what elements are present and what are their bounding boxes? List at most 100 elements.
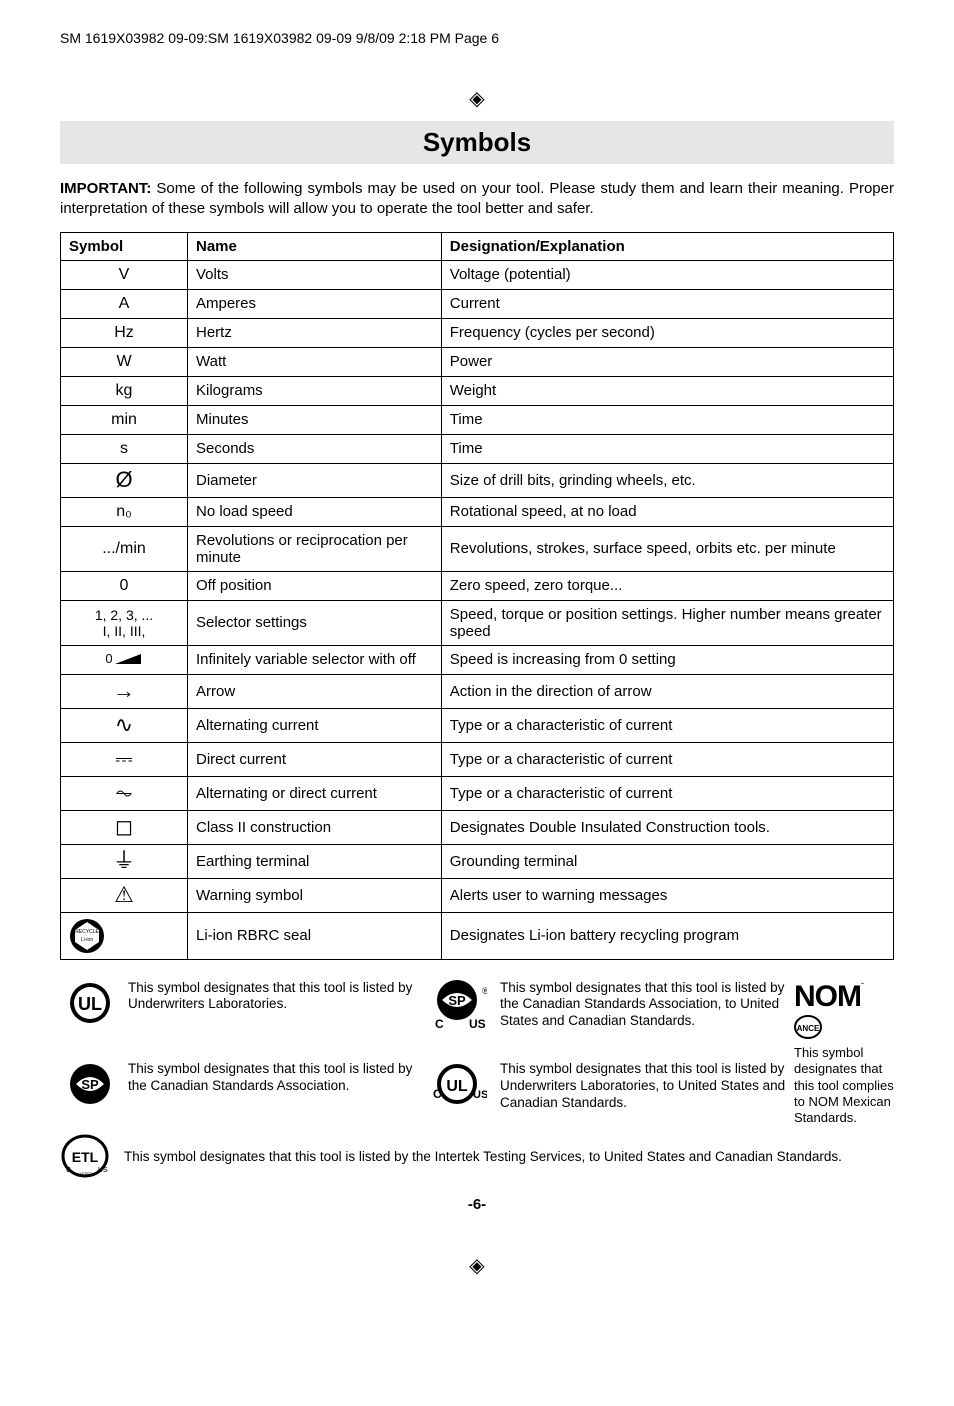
table-row: 0Infinitely variable selector with offSp…	[61, 645, 894, 674]
section-title: Symbols	[423, 127, 531, 157]
svg-text:US: US	[469, 1017, 486, 1030]
name-cell: Arrow	[188, 674, 442, 708]
name-cell: Alternating or direct current	[188, 776, 442, 810]
name-cell: Direct current	[188, 742, 442, 776]
svg-text:UL: UL	[78, 994, 102, 1014]
designation-cell: Weight	[441, 376, 893, 405]
symbol-cell: 0	[61, 571, 188, 600]
svg-text:ANCE: ANCE	[797, 1024, 820, 1033]
nom-text: This symbol designates that this tool co…	[794, 1045, 894, 1126]
svg-text:C: C	[66, 1167, 71, 1174]
designation-cell: Voltage (potential)	[441, 260, 893, 289]
symbol-cell: ◻	[61, 810, 188, 844]
table-row: ⏚Earthing terminalGrounding terminal	[61, 844, 894, 878]
table-row: ⏦Alternating or direct currentType or a …	[61, 776, 894, 810]
nom-logo: NOM	[794, 978, 861, 1016]
crop-mark-bottom: ◈	[60, 1253, 894, 1278]
page-number: -6-	[60, 1196, 894, 1213]
symbol-cell: →	[61, 674, 188, 708]
table-row: ◻Class II constructionDesignates Double …	[61, 810, 894, 844]
name-cell: Off position	[188, 571, 442, 600]
culus-text: This symbol designates that this tool is…	[500, 1059, 786, 1112]
name-cell: Diameter	[188, 463, 442, 497]
designation-cell: Zero speed, zero torque...	[441, 571, 893, 600]
svg-text:Li-ion: Li-ion	[81, 937, 93, 943]
name-cell: Earthing terminal	[188, 844, 442, 878]
section-title-bar: Symbols	[60, 121, 894, 164]
table-row: WWattPower	[61, 347, 894, 376]
table-row: n₀No load speedRotational speed, at no l…	[61, 497, 894, 526]
symbol-cell: A	[61, 289, 188, 318]
svg-text:SP: SP	[81, 1077, 99, 1092]
symbol-cell: s	[61, 434, 188, 463]
table-row: RECYCLELi-ionLi-ion RBRC sealDesignates …	[61, 912, 894, 959]
name-cell: Hertz	[188, 318, 442, 347]
intro-bold: IMPORTANT:	[60, 180, 151, 197]
symbol-cell: n₀	[61, 497, 188, 526]
designation-cell: Grounding terminal	[441, 844, 893, 878]
table-row: .../minRevolutions or reciprocation per …	[61, 526, 894, 571]
svg-text:SP: SP	[448, 993, 466, 1008]
table-row: ⎓Direct currentType or a characteristic …	[61, 742, 894, 776]
table-row: sSecondsTime	[61, 434, 894, 463]
designation-cell: Type or a characteristic of current	[441, 708, 893, 742]
symbol-cell: 1, 2, 3, ... I, II, III,	[61, 600, 188, 645]
table-row: →ArrowAction in the direction of arrow	[61, 674, 894, 708]
intertek-row: ETLCUSLISTED This symbol designates that…	[60, 1134, 894, 1178]
symbol-cell: RECYCLE Li-ion	[61, 912, 188, 959]
svg-text:RECYCLE: RECYCLE	[75, 929, 99, 935]
symbol-cell: ⎓	[61, 742, 188, 776]
name-cell: Warning symbol	[188, 878, 442, 912]
symbol-cell: .../min	[61, 526, 188, 571]
svg-text:ETL: ETL	[72, 1149, 99, 1165]
designation-cell: Designates Double Insulated Construction…	[441, 810, 893, 844]
designation-cell: Type or a characteristic of current	[441, 742, 893, 776]
designation-cell: Designates Li-ion battery recycling prog…	[441, 912, 893, 959]
svg-text:®: ®	[482, 986, 487, 996]
symbol-cell: min	[61, 405, 188, 434]
table-row: 1, 2, 3, ... I, II, III,Selector setting…	[61, 600, 894, 645]
csa-text: This symbol designates that this tool is…	[128, 1059, 414, 1095]
svg-text:US: US	[98, 1167, 108, 1174]
header-name: Name	[188, 232, 442, 260]
symbols-table: Symbol Name Designation/Explanation VVol…	[60, 232, 894, 960]
page-header: SM 1619X03982 09-09:SM 1619X03982 09-09 …	[60, 30, 894, 46]
name-cell: No load speed	[188, 497, 442, 526]
designation-cell: Frequency (cycles per second)	[441, 318, 893, 347]
name-cell: Minutes	[188, 405, 442, 434]
name-cell: Amperes	[188, 289, 442, 318]
table-row: ∿Alternating currentType or a characteri…	[61, 708, 894, 742]
name-cell: Selector settings	[188, 600, 442, 645]
name-cell: Infinitely variable selector with off	[188, 645, 442, 674]
table-row: AAmperesCurrent	[61, 289, 894, 318]
symbol-cell: Hz	[61, 318, 188, 347]
table-row: minMinutesTime	[61, 405, 894, 434]
ul-text: This symbol designates that this tool is…	[128, 978, 414, 1014]
intro-text: Some of the following symbols may be use…	[60, 180, 894, 217]
intertek-logo: ETLCUSLISTED	[60, 1134, 114, 1178]
table-row: VVoltsVoltage (potential)	[61, 260, 894, 289]
culus-logo: ULCUS	[422, 1059, 492, 1109]
symbol-cell: W	[61, 347, 188, 376]
name-cell: Revolutions or reciprocation per minute	[188, 526, 442, 571]
designation-cell: Revolutions, strokes, surface speed, orb…	[441, 526, 893, 571]
table-header-row: Symbol Name Designation/Explanation	[61, 232, 894, 260]
name-cell: Seconds	[188, 434, 442, 463]
intro-paragraph: IMPORTANT: Some of the following symbols…	[60, 179, 894, 220]
designation-cell: Rotational speed, at no load	[441, 497, 893, 526]
designation-cell: Time	[441, 405, 893, 434]
svg-text:C: C	[435, 1017, 444, 1030]
csa-us-text: This symbol designates that this tool is…	[500, 978, 786, 1031]
designation-cell: Current	[441, 289, 893, 318]
designation-cell: Alerts user to warning messages	[441, 878, 893, 912]
table-row: ⚠Warning symbolAlerts user to warning me…	[61, 878, 894, 912]
svg-text:US: US	[473, 1089, 487, 1101]
designation-cell: Type or a characteristic of current	[441, 776, 893, 810]
symbol-cell: ⏚	[61, 844, 188, 878]
symbol-cell: kg	[61, 376, 188, 405]
name-cell: Kilograms	[188, 376, 442, 405]
name-cell: Alternating current	[188, 708, 442, 742]
symbol-cell: Ø	[61, 463, 188, 497]
header-designation: Designation/Explanation	[441, 232, 893, 260]
designation-cell: Speed is increasing from 0 setting	[441, 645, 893, 674]
